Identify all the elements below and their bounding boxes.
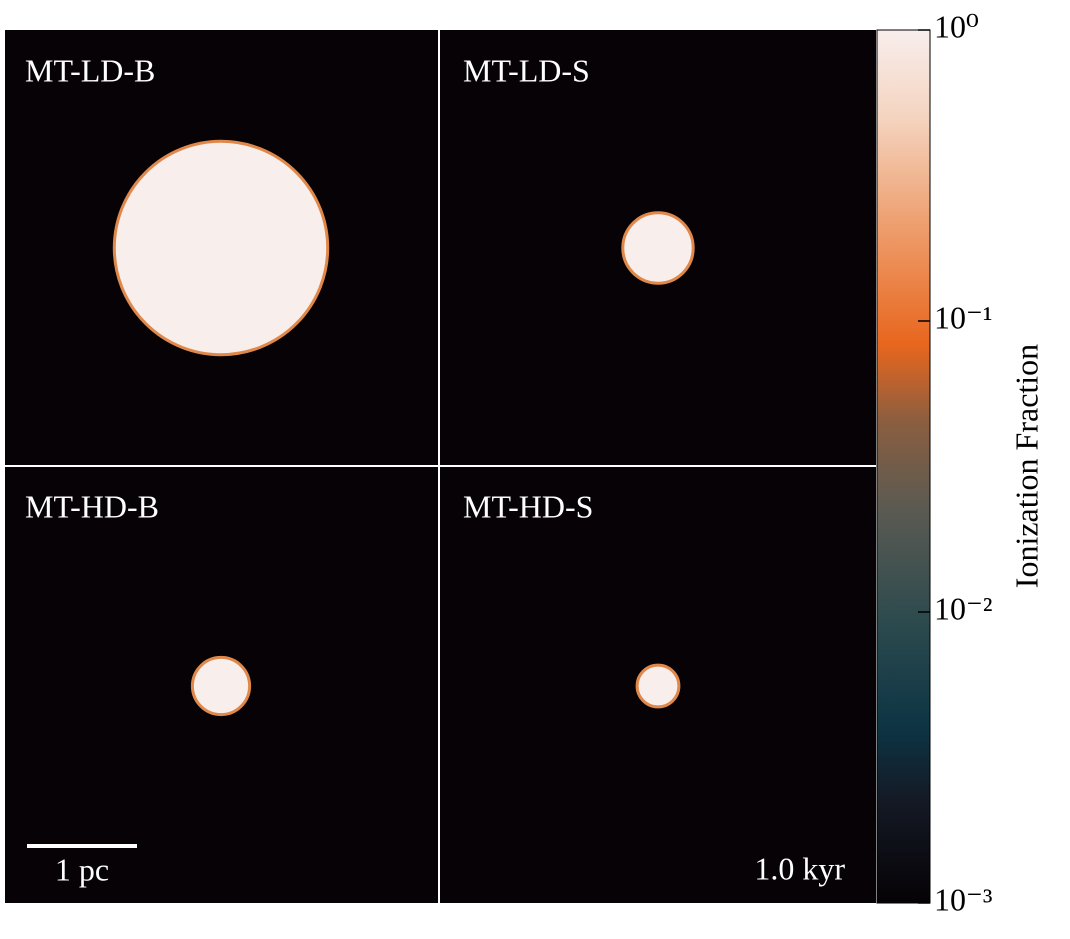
colorbar-tick-label: 10⁻³	[934, 881, 992, 917]
scale-bar-label: 1 pc	[55, 851, 109, 887]
panel-label: MT-LD-S	[463, 52, 590, 88]
colorbar-tick-label: 10⁰	[934, 8, 979, 44]
colorbar-label: Ionization Fraction	[1008, 344, 1044, 588]
ionized-region	[112, 139, 330, 357]
panel-label: MT-LD-B	[25, 52, 155, 88]
colorbar-tick-label: 10⁻²	[934, 590, 992, 626]
ionized-region	[621, 211, 695, 285]
panel-label: MT-HD-S	[463, 488, 593, 524]
ionized-region	[635, 663, 681, 709]
colorbar-tick-label: 10⁻¹	[934, 299, 992, 335]
ionized-region	[190, 655, 252, 717]
colorbar	[876, 29, 931, 904]
time-label: 1.0 kyr	[754, 850, 845, 886]
panel-label: MT-HD-B	[25, 488, 159, 524]
